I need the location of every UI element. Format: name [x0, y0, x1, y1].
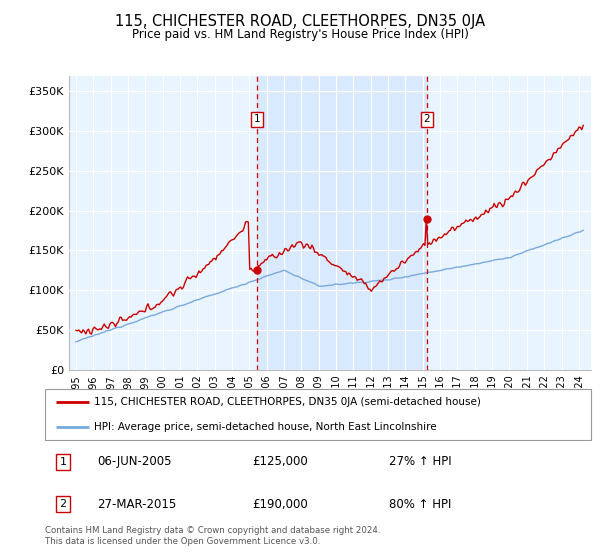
Text: 115, CHICHESTER ROAD, CLEETHORPES, DN35 0JA (semi-detached house): 115, CHICHESTER ROAD, CLEETHORPES, DN35 … — [94, 397, 481, 407]
Text: 06-JUN-2005: 06-JUN-2005 — [97, 455, 172, 468]
Text: Price paid vs. HM Land Registry's House Price Index (HPI): Price paid vs. HM Land Registry's House … — [131, 28, 469, 41]
Text: 2: 2 — [424, 114, 430, 124]
Text: 1: 1 — [254, 114, 260, 124]
FancyBboxPatch shape — [45, 389, 591, 440]
Text: 2: 2 — [59, 499, 67, 509]
Text: 80% ↑ HPI: 80% ↑ HPI — [389, 498, 451, 511]
Text: 27-MAR-2015: 27-MAR-2015 — [97, 498, 176, 511]
Text: £125,000: £125,000 — [253, 455, 308, 468]
Text: Contains HM Land Registry data © Crown copyright and database right 2024.
This d: Contains HM Land Registry data © Crown c… — [45, 526, 380, 546]
Bar — [257, 76, 427, 370]
Text: £190,000: £190,000 — [253, 498, 308, 511]
Text: 115, CHICHESTER ROAD, CLEETHORPES, DN35 0JA: 115, CHICHESTER ROAD, CLEETHORPES, DN35 … — [115, 14, 485, 29]
Text: 1: 1 — [59, 457, 67, 467]
Text: 27% ↑ HPI: 27% ↑ HPI — [389, 455, 452, 468]
Text: HPI: Average price, semi-detached house, North East Lincolnshire: HPI: Average price, semi-detached house,… — [94, 422, 437, 432]
